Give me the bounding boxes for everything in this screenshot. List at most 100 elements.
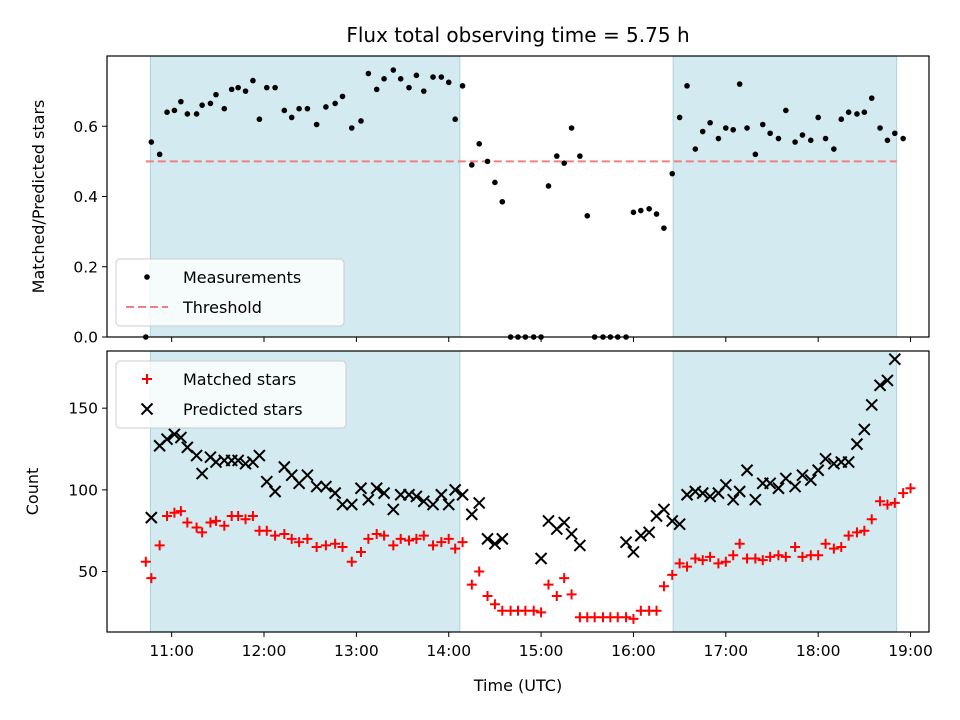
- data-point: [900, 135, 906, 142]
- data-point: [642, 526, 656, 539]
- data-point: [873, 379, 887, 392]
- data-point: [148, 139, 155, 145]
- data-point: [191, 522, 202, 533]
- data-point: [231, 454, 245, 467]
- data-point: [884, 137, 891, 144]
- data-point: [545, 183, 552, 189]
- data-point: [627, 545, 640, 559]
- x-tick-label: 14:00: [426, 642, 471, 660]
- shaded-interval-2: [672, 350, 898, 633]
- data-point: [436, 537, 447, 548]
- data-point: [646, 205, 652, 212]
- data-point: [584, 213, 591, 219]
- data-point: [543, 579, 554, 590]
- data-point: [178, 98, 184, 105]
- y-axis-label: Matched/Predicted stars: [29, 100, 48, 294]
- axes-frame: [106, 350, 930, 633]
- data-point: [866, 514, 877, 525]
- data-point: [859, 525, 870, 536]
- data-point: [651, 605, 662, 616]
- data-point: [820, 538, 831, 549]
- data-point: [239, 457, 252, 470]
- y-tick-label: 50: [78, 563, 98, 581]
- data-point: [822, 135, 829, 142]
- data-point: [296, 105, 302, 112]
- data-point: [228, 86, 235, 93]
- data-point: [692, 146, 699, 152]
- data-point: [561, 160, 567, 166]
- data-point: [332, 100, 338, 107]
- data-point: [750, 553, 761, 564]
- data-point: [330, 538, 341, 549]
- data-point: [557, 516, 571, 529]
- data-point: [162, 511, 173, 522]
- data-point: [286, 533, 297, 544]
- data-point: [565, 527, 578, 541]
- data-point: [221, 105, 228, 112]
- data-point: [772, 482, 785, 495]
- data-point: [311, 542, 322, 553]
- data-point: [828, 543, 839, 554]
- data-point: [281, 107, 288, 114]
- x-tick-label: 17:00: [703, 642, 748, 660]
- series-matched-stars: [140, 483, 916, 624]
- data-point: [690, 553, 701, 564]
- data-point: [481, 532, 494, 546]
- data-point: [831, 146, 837, 152]
- x-tick-label: 18:00: [796, 642, 841, 660]
- data-point: [492, 179, 498, 186]
- data-point: [858, 423, 871, 436]
- data-point: [140, 556, 151, 567]
- x-tick-label: 13:00: [334, 642, 379, 660]
- data-point: [845, 109, 852, 115]
- data-point: [496, 532, 509, 546]
- data-point: [842, 455, 855, 469]
- data-point: [476, 141, 483, 147]
- data-point: [638, 207, 644, 214]
- data-point: [720, 556, 731, 567]
- data-point: [733, 485, 746, 498]
- data-point: [406, 84, 412, 91]
- data-point: [653, 211, 660, 217]
- data-point: [788, 480, 802, 493]
- data-point: [749, 493, 762, 506]
- data-point: [288, 114, 295, 121]
- data-point: [160, 433, 174, 446]
- y-tick-label: 150: [68, 400, 98, 418]
- data-point: [240, 514, 251, 525]
- data-point: [898, 488, 909, 499]
- data-point: [387, 503, 400, 516]
- data-point: [174, 431, 188, 444]
- data-point: [851, 527, 862, 538]
- data-point: [339, 93, 346, 100]
- data-point: [358, 118, 364, 124]
- data-point: [634, 529, 648, 542]
- data-point: [482, 591, 493, 602]
- data-point: [559, 573, 570, 584]
- data-point: [888, 352, 902, 366]
- data-point: [345, 498, 358, 511]
- data-point: [445, 79, 452, 86]
- data-point: [452, 116, 458, 123]
- data-point: [763, 477, 777, 490]
- data-point: [272, 84, 278, 91]
- data-point: [474, 566, 485, 577]
- data-point: [881, 374, 894, 387]
- data-point: [348, 125, 355, 131]
- data-point: [430, 74, 436, 80]
- data-point: [804, 473, 817, 487]
- data-point: [707, 119, 713, 126]
- data-point: [207, 100, 214, 107]
- data-point: [797, 551, 808, 562]
- data-point: [184, 111, 191, 117]
- data-point: [469, 162, 475, 168]
- data-point: [418, 530, 429, 541]
- data-point: [417, 495, 431, 508]
- data-point: [723, 125, 729, 131]
- data-point: [337, 542, 348, 553]
- data-point: [783, 107, 789, 114]
- data-point: [673, 517, 686, 531]
- data-point: [301, 468, 314, 482]
- data-point: [354, 482, 368, 495]
- data-point: [877, 125, 883, 131]
